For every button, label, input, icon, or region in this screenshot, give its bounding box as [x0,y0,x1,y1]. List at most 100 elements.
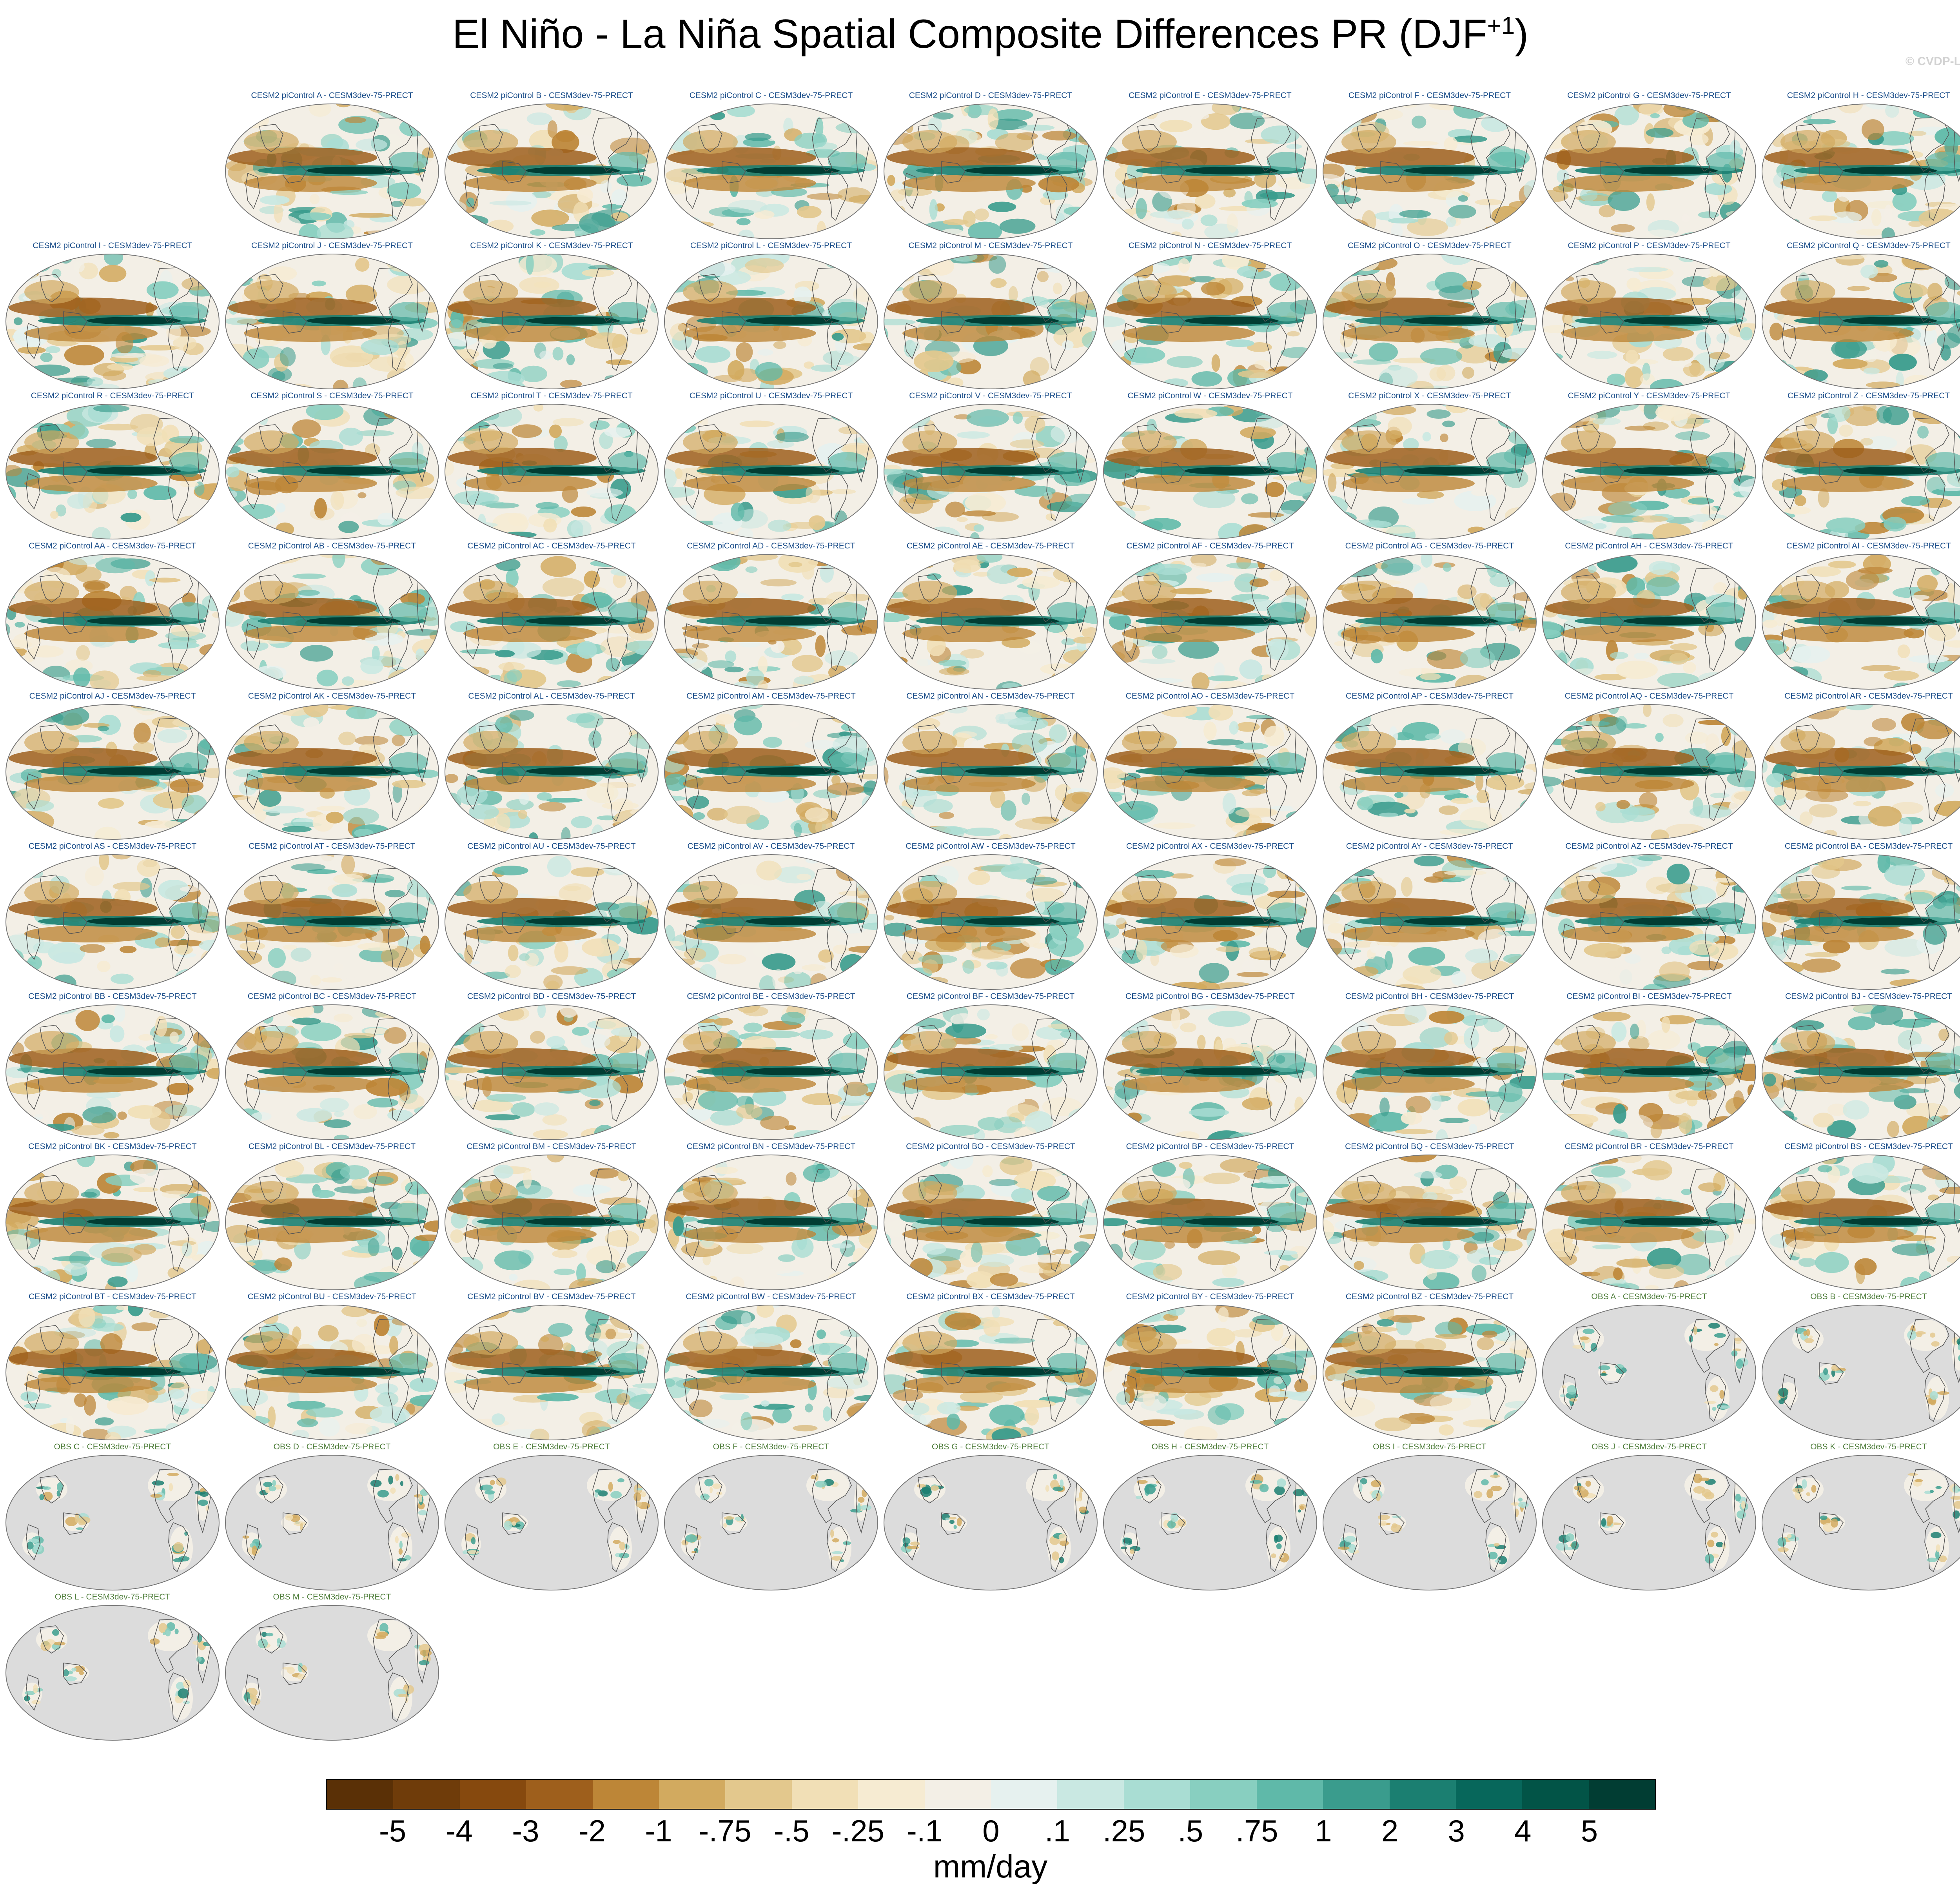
coastline-3 [1380,1512,1405,1535]
coastline-2 [918,1025,942,1053]
map-panel: CESM2 piControl B - CESM3dev-75-PRECT [444,91,659,240]
panel-title: CESM2 piControl BZ - CESM3dev-75-PRECT [1345,1292,1514,1301]
coastline-1 [1266,1372,1287,1422]
coastline-1 [1924,621,1945,672]
map-panel: CESM2 piControl BG - CESM3dev-75-PRECT [1102,992,1318,1141]
coastline-4 [684,623,699,660]
coastline-2 [40,1325,64,1353]
map-panel: CESM2 piControl AW - CESM3dev-75-PRECT [883,842,1098,991]
coastline-4 [245,623,260,660]
panel-title: CESM2 piControl B - CESM3dev-75-PRECT [470,91,633,100]
coastline-4 [1563,923,1577,960]
coastline-2 [40,274,64,302]
coastline-3 [941,1062,966,1084]
panel-title: CESM2 piControl AC - CESM3dev-75-PRECT [467,541,636,550]
coastline-3 [1600,1212,1624,1235]
coastline-2 [479,124,503,152]
world-map [1103,404,1317,539]
map-panel: CESM2 piControl AN - CESM3dev-75-PRECT [883,692,1098,841]
map-panel: OBS I - CESM3dev-75-PRECT [1322,1442,1537,1591]
world-map [664,704,878,840]
coastline-4 [1782,473,1797,510]
coastline-2 [1796,424,1820,452]
coastline-1 [1705,471,1726,521]
coastline-3 [283,461,307,484]
coastline-1 [827,1372,848,1422]
coastline-3 [502,912,527,934]
panel-title: OBS E - CESM3dev-75-PRECT [493,1442,610,1451]
coastline-1 [1924,471,1945,521]
panel-title: CESM2 piControl Z - CESM3dev-75-PRECT [1787,391,1950,400]
coastline-5 [1953,426,1960,483]
coastline-3 [1161,1062,1185,1084]
world-map [5,854,220,990]
map-panel: CESM2 piControl AZ - CESM3dev-75-PRECT [1541,842,1757,991]
world-map [1762,1004,1960,1140]
coastline-1 [827,921,848,972]
world-map [1542,254,1756,389]
coastline-4 [904,1224,918,1260]
world-map [5,1455,220,1590]
world-map [445,1004,659,1140]
coastline-3 [1161,1512,1185,1535]
map-panel: CESM2 piControl BA - CESM3dev-75-PRECT [1761,842,1960,991]
panel-title: CESM2 piControl AM - CESM3dev-75-PRECT [686,692,856,701]
panel-title: CESM2 piControl X - CESM3dev-75-PRECT [1348,391,1511,400]
coastline-4 [26,323,40,359]
coastline-3 [63,1663,88,1685]
coastline-1 [827,471,848,521]
coastline-3 [722,1362,746,1385]
map-panel: CESM2 piControl U - CESM3dev-75-PRECT [663,391,879,540]
coastline-4 [26,773,40,810]
colorbar-segment [991,1780,1058,1809]
map-panel: CESM2 piControl AQ - CESM3dev-75-PRECT [1541,692,1757,841]
map-panel: CESM2 piControl G - CESM3dev-75-PRECT [1541,91,1757,240]
coastline-1 [1046,321,1067,371]
world-map [1762,704,1960,840]
coastline-2 [698,1475,722,1503]
world-map [884,704,1098,840]
world-map [225,1305,439,1440]
coastline-4 [245,1073,260,1110]
panel-title: CESM2 piControl BV - CESM3dev-75-PRECT [467,1292,636,1301]
map-panel: OBS F - CESM3dev-75-PRECT [663,1442,879,1591]
coastline-1 [607,1222,628,1272]
world-map [1103,1004,1317,1140]
coastline-3 [283,161,307,183]
coastline-2 [1137,1175,1161,1203]
coastline-1 [168,1071,189,1122]
panel-title: OBS G - CESM3dev-75-PRECT [932,1442,1049,1451]
map-panel: CESM2 piControl BF - CESM3dev-75-PRECT [883,992,1098,1141]
coastline-3 [1819,1062,1844,1084]
world-map [1103,1305,1317,1440]
panel-title: OBS K - CESM3dev-75-PRECT [1810,1442,1927,1451]
world-map [664,404,878,539]
panel-title: CESM2 piControl BP - CESM3dev-75-PRECT [1126,1142,1294,1151]
coastline-1 [1924,921,1945,972]
coastline-1 [168,771,189,822]
coastline-1 [388,1222,409,1272]
world-map [1323,704,1537,840]
coastline-2 [479,1175,503,1203]
map-panel: CESM2 piControl E - CESM3dev-75-PRECT [1102,91,1318,240]
world-map [445,1305,659,1440]
map-panel: CESM2 piControl AL - CESM3dev-75-PRECT [444,692,659,841]
coastline-2 [259,1025,283,1053]
world-map [1542,1305,1756,1440]
coastline-4 [1343,473,1357,510]
panel-title: CESM2 piControl BH - CESM3dev-75-PRECT [1345,992,1514,1001]
panel-title: CESM2 piControl V - CESM3dev-75-PRECT [909,391,1072,400]
colorbar-tick-label: -3 [512,1814,539,1848]
coastline-3 [941,161,966,183]
coastline-4 [465,172,479,209]
map-panel: CESM2 piControl BH - CESM3dev-75-PRECT [1322,992,1537,1141]
coastline-3 [722,311,746,334]
panel-title: CESM2 piControl R - CESM3dev-75-PRECT [31,391,194,400]
panel-title: CESM2 piControl F - CESM3dev-75-PRECT [1348,91,1511,100]
coastline-1 [607,1522,628,1572]
panel-title: CESM2 piControl E - CESM3dev-75-PRECT [1129,91,1292,100]
panel-title: CESM2 piControl AO - CESM3dev-75-PRECT [1125,692,1295,701]
coastline-4 [1123,1524,1138,1561]
world-map [664,103,878,239]
coastline-1 [1266,471,1287,521]
